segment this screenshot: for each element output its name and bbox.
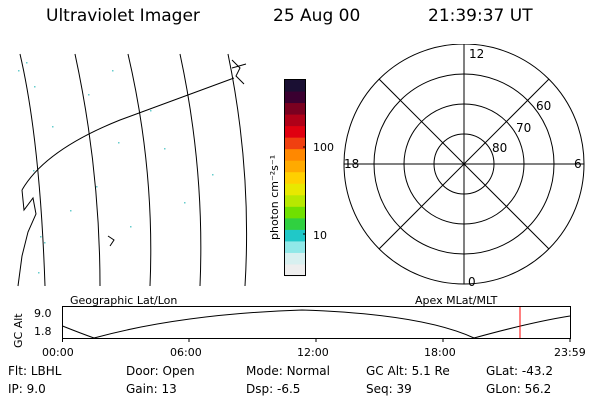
x-tick-0000: 00:00 [42,346,74,359]
time-label: 21:39:37 UT [428,6,533,26]
altitude-plot-frame [62,306,571,339]
coastline [17,189,37,287]
status-dsp: Dsp: -6.5 [246,382,301,396]
x-tick-2359: 23:59 [554,346,586,359]
colorbar-segment [285,218,306,231]
colorbar-segment [285,103,306,116]
status-mode: Mode: Normal [246,364,330,378]
status-ip: IP: 9.0 [8,382,46,396]
polar-plot: 12 0 18 6 60 70 80 [343,44,585,289]
colorbar-segment [285,264,306,277]
coastline [107,235,115,247]
colorbar-segment [285,252,306,265]
mlt-label-18: 18 [344,157,359,171]
emission-speckles [18,62,214,274]
mlt-label-0: 0 [468,275,476,289]
altitude-plot [62,306,571,342]
colorbar-segment [285,195,306,208]
longitude-line [227,53,248,287]
lat-label-80: 80 [492,141,507,155]
colorbar-segment [285,137,306,150]
colorbar-tick-100: 100 [313,141,334,154]
colorbar-segment [285,149,306,162]
status-glat: GLat: -43.2 [486,364,553,378]
status-gain: Gain: 13 [126,382,177,396]
gc-alt-tick-9: 9.0 [34,307,52,320]
geographic-caption: Geographic Lat/Lon [70,294,178,307]
x-tick-1800: 18:00 [424,346,456,359]
gc-alt-tick-1.8: 1.8 [34,325,52,338]
colorbar-segment [285,183,306,196]
instrument-title: Ultraviolet Imager [46,6,200,26]
colorbar-segment [285,91,306,104]
mlt-label-12: 12 [469,47,484,61]
status-glon: GLon: 56.2 [486,382,552,396]
colorbar-segment [285,229,306,242]
colorbar-segment [285,160,306,173]
colorbar-unit-label: photon cm⁻²s⁻¹ [268,154,281,240]
lat-label-70: 70 [516,121,531,135]
longitude-line [127,53,152,287]
lat-label-60: 60 [536,99,551,113]
colorbar-segment [285,241,306,254]
coastline [231,59,247,85]
status-flt: Flt: LBHL [8,364,62,378]
longitude-line [179,53,202,287]
mlt-diagonal [378,78,550,250]
apex-caption: Apex MLat/MLT [415,294,498,307]
status-gc-alt: GC Alt: 5.1 Re [366,364,450,378]
date-label: 25 Aug 00 [273,6,361,26]
longitude-line [19,53,46,287]
mlt-label-6: 6 [574,157,582,171]
longitude-line [74,53,101,287]
latitude-line [21,77,235,191]
x-tick-0600: 06:00 [170,346,202,359]
colorbar [284,79,306,277]
gc-alt-axis-label: GC Alt [12,313,25,348]
status-door: Door: Open [126,364,195,378]
colorbar-segment [285,126,306,139]
colorbar-segment [285,114,306,127]
colorbar-tick-10: 10 [313,229,327,242]
colorbar-segment [285,206,306,219]
colorbar-frame [284,79,306,276]
status-seq: Seq: 39 [366,382,412,396]
altitude-curve [62,309,571,339]
colorbar-segment [285,172,306,185]
colorbar-segment [285,80,306,93]
x-tick-1200: 12:00 [297,346,329,359]
geographic-map-panel [17,53,248,287]
